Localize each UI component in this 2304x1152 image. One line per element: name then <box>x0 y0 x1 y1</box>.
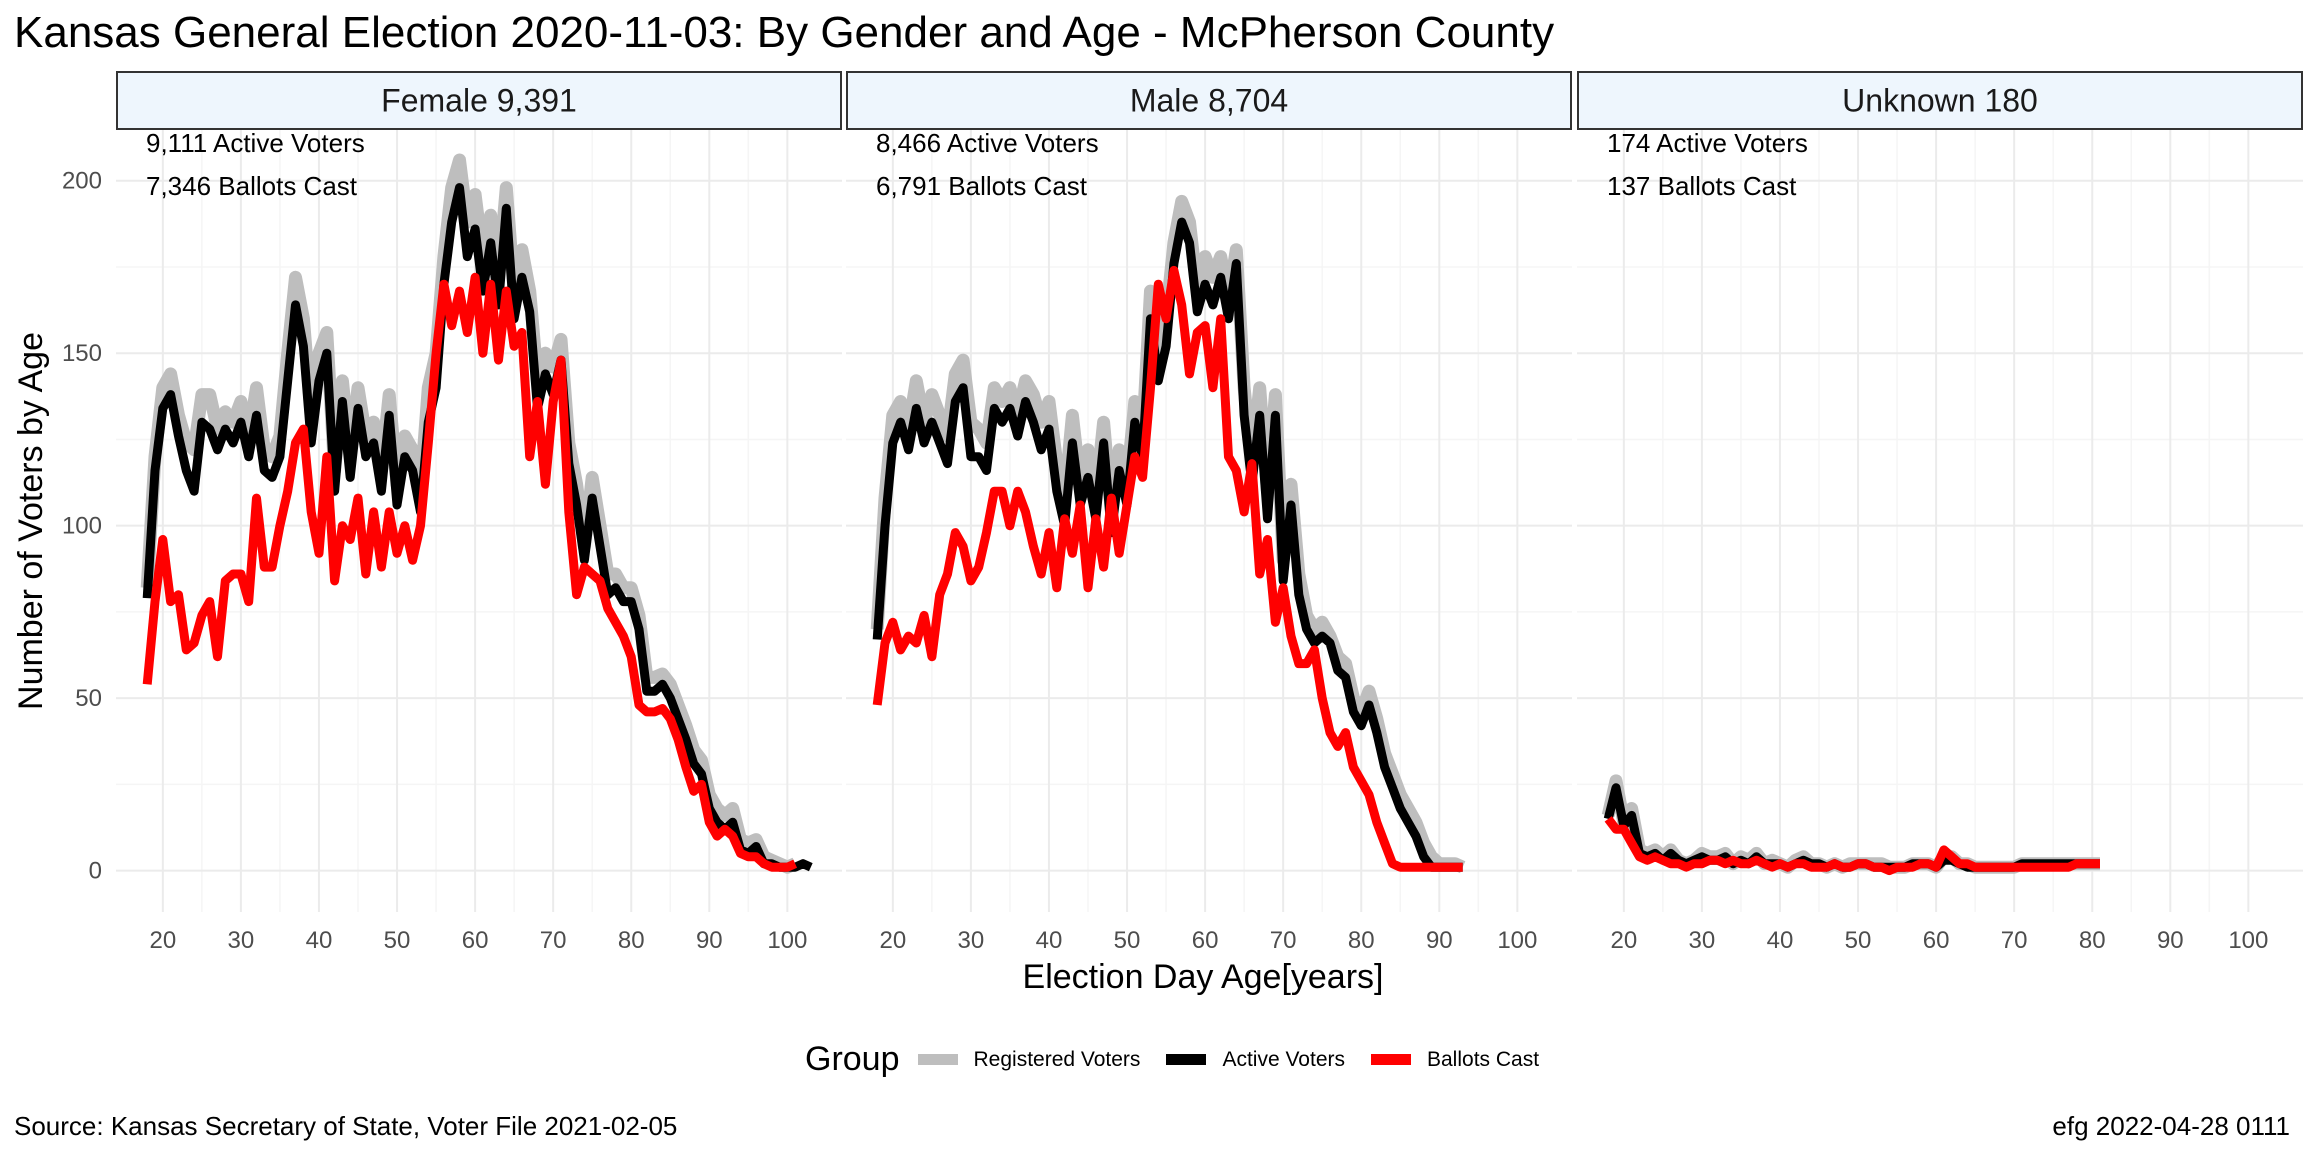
strip-background <box>116 71 842 130</box>
x-tick-label: 40 <box>1767 927 1794 954</box>
x-tick-label: 40 <box>1036 927 1063 954</box>
strip-label: Male 8,704 <box>1130 83 1288 119</box>
strip-background <box>846 71 1572 130</box>
legend-key-active <box>1166 1054 1207 1065</box>
x-tick-label: 40 <box>306 927 333 954</box>
y-tick-label: 150 <box>62 340 102 367</box>
y-tick-label: 200 <box>62 168 102 195</box>
panel-3: Unknown 180 174 Active Voters 137 Ballots … <box>1577 71 2303 954</box>
x-tick-label: 60 <box>1923 927 1950 954</box>
x-tick-label: 90 <box>1426 927 1453 954</box>
x-tick-label: 80 <box>618 927 645 954</box>
legend: Group Registered Voters Active Voters Ba… <box>805 1040 1565 1079</box>
series-line-ballots-cast <box>142 272 798 872</box>
x-tick-label: 30 <box>958 927 985 954</box>
x-tick-label: 70 <box>540 927 567 954</box>
x-tick-label: 70 <box>1270 927 1297 954</box>
legend-key-ballots <box>1371 1054 1411 1065</box>
series-line-ballots-cast <box>872 265 1463 872</box>
chart-title: Kansas General Election 2020-11-03: By G… <box>14 8 1555 57</box>
legend-item-active: Active Voters <box>1166 1048 1345 1072</box>
legend-item-registered: Registered Voters <box>917 1047 1141 1072</box>
x-tick-label: 80 <box>1348 927 1375 954</box>
y-tick-label: 50 <box>75 685 102 712</box>
x-tick-label: 20 <box>1610 927 1637 954</box>
series-line-registered-voters <box>1601 774 2100 874</box>
x-tick-label: 20 <box>149 927 176 954</box>
y-axis-title: Number of Voters by Age <box>12 332 50 710</box>
x-tick-label: 50 <box>1114 927 1141 954</box>
legend-label-active: Active Voters <box>1222 1047 1345 1071</box>
timestamp-caption: efg 2022-04-28 0111 <box>2052 1111 2290 1141</box>
y-tick-label: 100 <box>62 513 102 540</box>
legend-item-ballots: Ballots Cast <box>1371 1048 1539 1072</box>
legend-title: Group <box>805 1040 900 1078</box>
legend-key-registered <box>917 1054 958 1065</box>
x-tick-label: 70 <box>2001 927 2028 954</box>
source-caption: Source: Kansas Secretary of State, Voter… <box>14 1111 678 1141</box>
series-line-registered-voters <box>140 153 798 874</box>
x-tick-label: 20 <box>879 927 906 954</box>
legend-label-ballots: Ballots Cast <box>1427 1047 1540 1071</box>
x-tick-label: 50 <box>384 927 411 954</box>
strip-background <box>1577 71 2303 130</box>
panel-annotation: 9,111 Active Voters <box>146 128 365 158</box>
x-tick-label: 90 <box>2157 927 2184 954</box>
panel-annotation: 7,346 Ballots Cast <box>146 171 358 201</box>
panel-2: Male 8,704 8,466 Active Voters 6,791 Ballo… <box>846 71 1572 954</box>
panel-1: Female 9,391 9,111 Active Voters 7,346 Bal… <box>116 71 842 954</box>
strip-label: Female 9,391 <box>381 83 577 119</box>
x-tick-label: 100 <box>767 927 807 954</box>
series-line-active-voters <box>142 183 813 872</box>
strip-label: Unknown 180 <box>1842 83 2038 119</box>
series-line-ballots-cast <box>1604 816 2100 876</box>
x-tick-label: 80 <box>2079 927 2106 954</box>
x-tick-label: 50 <box>1845 927 1872 954</box>
x-tick-label: 60 <box>1192 927 1219 954</box>
x-tick-label: 90 <box>696 927 723 954</box>
panel-annotation: 137 Ballots Cast <box>1607 171 1797 201</box>
panel-annotation: 6,791 Ballots Cast <box>876 171 1088 201</box>
y-tick-label: 0 <box>89 858 102 885</box>
x-tick-label: 30 <box>228 927 255 954</box>
x-tick-label: 60 <box>462 927 489 954</box>
x-axis-title: Election Day Age[years] <box>1023 958 1384 996</box>
x-tick-label: 30 <box>1689 927 1716 954</box>
panel-annotation: 8,466 Active Voters <box>876 128 1099 158</box>
x-tick-label: 100 <box>2228 927 2268 954</box>
x-tick-label: 100 <box>1497 927 1537 954</box>
panel-annotation: 174 Active Voters <box>1607 128 1808 158</box>
legend-label-registered: Registered Voters <box>973 1047 1141 1071</box>
